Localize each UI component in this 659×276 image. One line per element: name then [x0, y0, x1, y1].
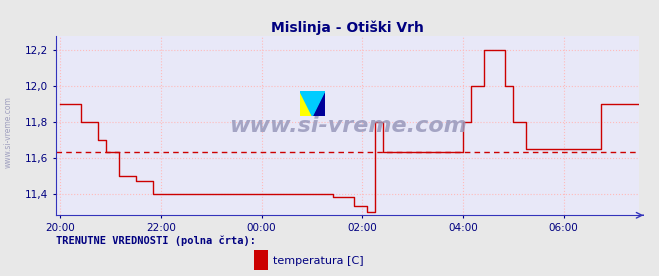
Polygon shape: [300, 91, 325, 116]
Text: TRENUTNE VREDNOSTI (polna črta):: TRENUTNE VREDNOSTI (polna črta):: [56, 236, 256, 246]
Polygon shape: [300, 91, 325, 116]
Polygon shape: [300, 91, 325, 116]
Text: temperatura [C]: temperatura [C]: [273, 256, 364, 266]
Text: www.si-vreme.com: www.si-vreme.com: [3, 97, 13, 168]
Polygon shape: [312, 91, 325, 116]
Text: www.si-vreme.com: www.si-vreme.com: [229, 116, 467, 136]
Title: Mislinja - Otiški Vrh: Mislinja - Otiški Vrh: [272, 20, 424, 35]
